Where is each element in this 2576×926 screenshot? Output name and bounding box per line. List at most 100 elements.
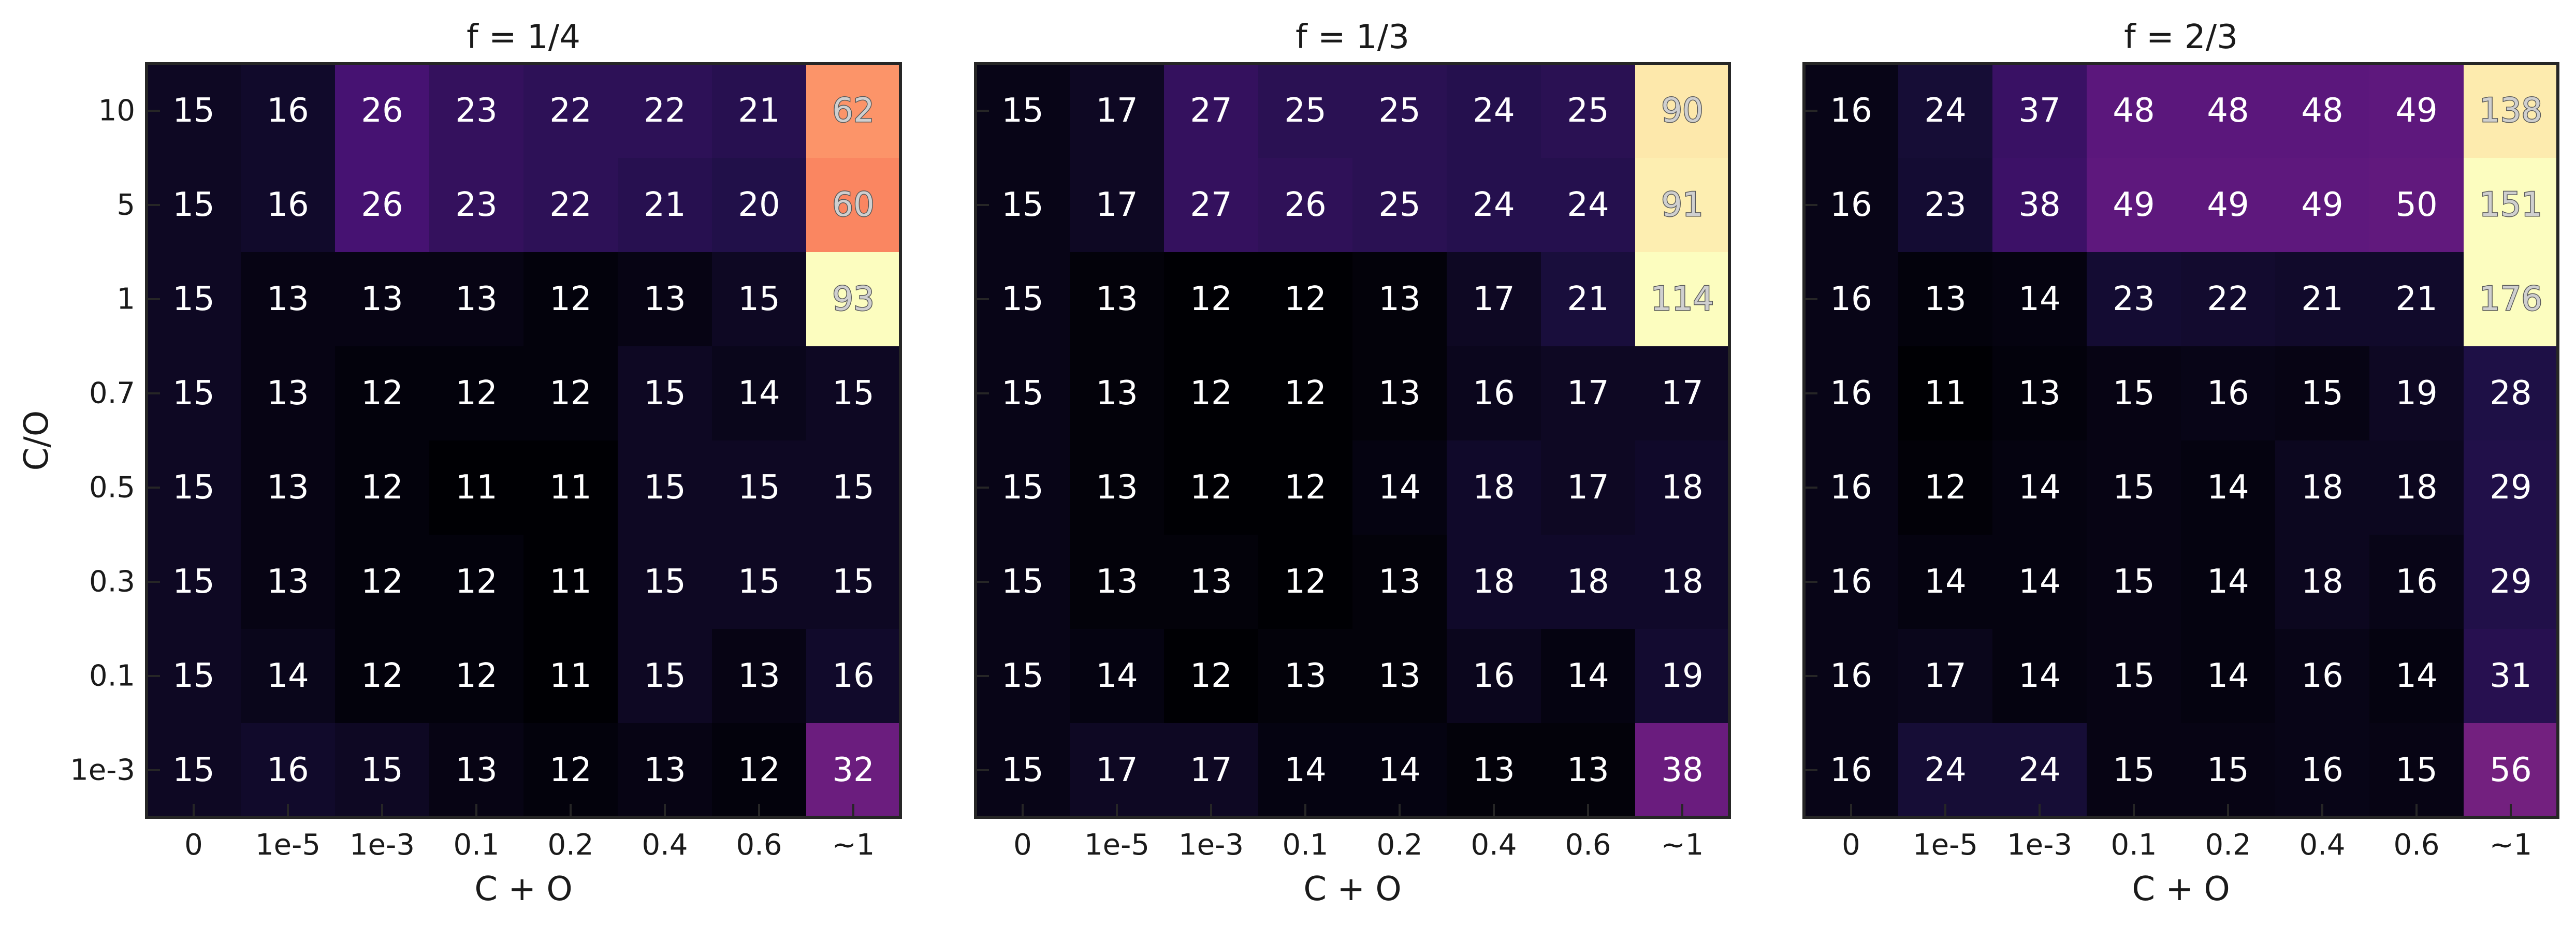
heatmap-cell bbox=[1992, 346, 2087, 441]
heatmap-cell bbox=[976, 158, 1070, 253]
cell-value-label: 12 bbox=[1190, 657, 1232, 695]
heatmap-cell bbox=[523, 440, 618, 535]
cell-value-label: 21 bbox=[1567, 280, 1609, 318]
heatmap-cell bbox=[1541, 535, 1636, 629]
heatmap-cell bbox=[712, 64, 807, 158]
heatmap-cell bbox=[1447, 158, 1541, 253]
heatmap-cell bbox=[241, 252, 336, 347]
heatmap-cell bbox=[1992, 64, 2087, 158]
cell-value-label: 22 bbox=[549, 186, 591, 224]
heatmap-cell bbox=[712, 252, 807, 347]
heatmap-cell bbox=[618, 346, 712, 441]
heatmap-cell bbox=[147, 723, 241, 818]
heatmap-cell bbox=[2181, 440, 2276, 535]
y-tick-label: 0.1 bbox=[89, 659, 135, 693]
cell-value-label: 48 bbox=[2207, 92, 2249, 130]
y-tick-label: 1e-3 bbox=[70, 754, 135, 787]
cell-value-label: 16 bbox=[1830, 92, 1872, 130]
heatmap-cell bbox=[1635, 158, 1730, 253]
cell-value-label: 16 bbox=[1473, 657, 1515, 695]
heatmap-cell bbox=[2087, 535, 2181, 629]
cell-value-label: 23 bbox=[455, 186, 497, 224]
cell-value-label: 13 bbox=[1378, 657, 1420, 695]
heatmap-cell bbox=[1804, 440, 1899, 535]
x-tick-label: 0.6 bbox=[1565, 828, 1611, 862]
heatmap-cell bbox=[1447, 346, 1541, 441]
cell-value-label: 151 bbox=[2479, 186, 2542, 224]
y-tick-label: 1 bbox=[117, 283, 135, 316]
x-tick-label: 0.4 bbox=[642, 828, 688, 862]
cell-value-label: 16 bbox=[1830, 563, 1872, 601]
cell-value-label: 37 bbox=[2018, 92, 2060, 130]
heatmap-cell bbox=[1541, 64, 1636, 158]
cell-value-label: 12 bbox=[1190, 374, 1232, 413]
cell-value-label: 12 bbox=[455, 657, 497, 695]
heatmap-cell bbox=[1070, 346, 1165, 441]
cell-value-label: 12 bbox=[549, 751, 591, 789]
heatmap-cell bbox=[1258, 723, 1353, 818]
cell-value-label: 14 bbox=[2018, 468, 2060, 507]
cell-value-label: 18 bbox=[1661, 468, 1703, 507]
heatmap-cell bbox=[2087, 440, 2181, 535]
heatmap-cell bbox=[1804, 158, 1899, 253]
cell-value-label: 14 bbox=[1096, 657, 1138, 695]
heatmap-cell bbox=[2275, 535, 2370, 629]
heatmap-cell bbox=[1898, 629, 1993, 724]
heatmap-cell bbox=[1447, 440, 1541, 535]
cell-value-label: 24 bbox=[1473, 186, 1515, 224]
cell-value-label: 12 bbox=[1190, 468, 1232, 507]
x-tick-label: 0.1 bbox=[453, 828, 499, 862]
cell-value-label: 18 bbox=[1473, 563, 1515, 601]
cell-value-label: 38 bbox=[2018, 186, 2060, 224]
x-axis-title: C + O bbox=[2132, 870, 2230, 908]
x-tick-label: 0.2 bbox=[1376, 828, 1422, 862]
cell-value-label: 32 bbox=[832, 751, 874, 789]
heatmap-cell bbox=[1070, 64, 1165, 158]
x-tick-label: 0.2 bbox=[547, 828, 593, 862]
heatmap-cell bbox=[2181, 723, 2276, 818]
cell-value-label: 14 bbox=[1378, 751, 1420, 789]
cell-value-label: 29 bbox=[2490, 468, 2531, 507]
heatmap-cell bbox=[1804, 535, 1899, 629]
heatmap-cell bbox=[2369, 158, 2464, 253]
cell-value-label: 24 bbox=[2018, 751, 2060, 789]
heatmap-cell bbox=[1352, 440, 1447, 535]
cell-value-label: 16 bbox=[2301, 751, 2343, 789]
heatmap-cell bbox=[523, 723, 618, 818]
heatmap-cell bbox=[976, 440, 1070, 535]
heatmap-cell bbox=[429, 252, 524, 347]
heatmap-cell bbox=[712, 440, 807, 535]
heatmap-cell bbox=[1635, 723, 1730, 818]
heatmap-cell bbox=[1070, 535, 1165, 629]
cell-value-label: 18 bbox=[2395, 468, 2437, 507]
heatmap-cell bbox=[1541, 158, 1636, 253]
cell-value-label: 11 bbox=[549, 468, 591, 507]
cell-value-label: 16 bbox=[1830, 468, 1872, 507]
heatmap-cell bbox=[2464, 158, 2558, 253]
x-tick-label: 0 bbox=[184, 828, 203, 862]
cell-value-label: 13 bbox=[1473, 751, 1515, 789]
cell-value-label: 14 bbox=[2207, 468, 2249, 507]
heatmap-cell bbox=[2464, 346, 2558, 441]
heatmap-cell bbox=[976, 252, 1070, 347]
cell-value-label: 15 bbox=[832, 374, 874, 413]
cell-value-label: 16 bbox=[2301, 657, 2343, 695]
cell-value-label: 22 bbox=[549, 92, 591, 130]
x-tick-label: ~1 bbox=[2490, 828, 2533, 862]
heatmap-cell bbox=[1541, 346, 1636, 441]
heatmap-panel-3: 16 24 37 48 48 48 49 138 16 23 38 49 49 49 50 151 16 13 14… bbox=[1802, 18, 2559, 908]
heatmap-cell bbox=[1258, 346, 1353, 441]
cell-value-label: 14 bbox=[1378, 468, 1420, 507]
cell-value-label: 50 bbox=[2395, 186, 2437, 224]
heatmap-cell bbox=[429, 158, 524, 253]
heatmap-panel-2: 15 17 27 25 25 24 25 90 15 17 27 26 25 24 24 91 15 13 12 12… bbox=[974, 18, 1731, 908]
heatmap-cell bbox=[618, 252, 712, 347]
heatmap-cell bbox=[1352, 346, 1447, 441]
cell-value-label: 31 bbox=[2490, 657, 2531, 695]
x-tick-label: 0.4 bbox=[1471, 828, 1517, 862]
heatmap-cell bbox=[1164, 64, 1259, 158]
heatmap-cell bbox=[1541, 629, 1636, 724]
heatmap-cell bbox=[2464, 535, 2558, 629]
